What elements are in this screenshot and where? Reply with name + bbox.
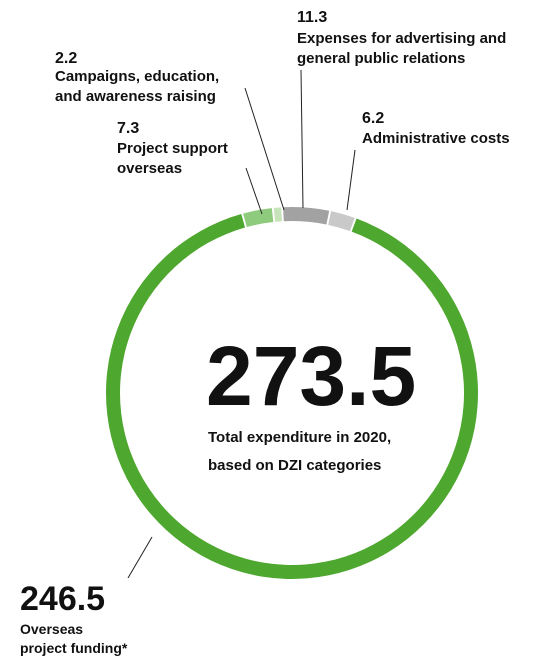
value-label: 7.3 (117, 120, 139, 137)
center-label: based on DZI categories (208, 457, 381, 474)
donut-segment (243, 208, 274, 228)
donut-segment (283, 207, 330, 225)
center-label: Total expenditure in 2020, (208, 429, 391, 446)
donut-segment (273, 207, 282, 222)
total-value: 273.5 (206, 329, 416, 423)
category-label: project funding* (20, 640, 128, 656)
category-label: general public relations (297, 50, 465, 67)
value-label: 11.3 (297, 9, 327, 26)
category-label: Overseas (20, 621, 83, 637)
category-label: Administrative costs (362, 130, 510, 147)
category-label: Expenses for advertising and (297, 30, 506, 47)
value-label: 246.5 (20, 580, 105, 618)
value-label: 6.2 (362, 110, 384, 127)
leader-line (244, 87, 285, 211)
leader-line (300, 69, 304, 209)
value-label: 2.2 (55, 50, 77, 67)
category-label: Campaigns, education, (55, 68, 219, 85)
category-label: and awareness raising (55, 88, 216, 105)
leader-line (346, 149, 356, 211)
leader-line (245, 167, 263, 215)
leader-line (127, 536, 153, 579)
donut-segment (328, 211, 355, 232)
category-label: Project support (117, 140, 228, 157)
category-label: overseas (117, 160, 182, 177)
